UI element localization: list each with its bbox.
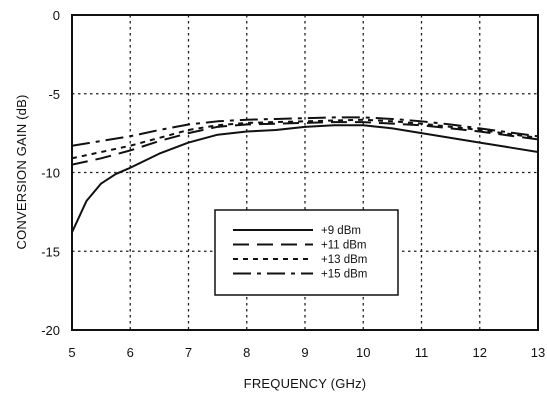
x-tick-label: 5 [68,345,75,360]
y-tick-label: -10 [41,166,60,181]
plot-area-frame [71,14,539,331]
x-tick-label: 12 [473,345,487,360]
series-line-4 [72,116,538,147]
grid-lines [72,15,538,330]
x-tick-label: 8 [243,345,250,360]
series-lines [72,116,538,233]
x-tick-label: 6 [127,345,134,360]
legend: +9 dBm +11 dBm +13 dBm +15 dBm [214,209,399,296]
x-axis-title: FREQUENCY (GHz) [244,376,367,391]
legend-label: +13 dBm [321,254,367,266]
legend-box [214,209,399,296]
tick-labels: 5 6 7 8 9 10 11 12 13 0 -5 -10 -15 -20 [41,8,545,360]
x-tick-label: 7 [185,345,192,360]
y-axis-title: CONVERSION GAIN (dB) [14,95,29,250]
legend-label: +11 dBm [321,240,367,252]
y-tick-label: -15 [41,244,60,259]
series-line-3 [72,118,538,160]
legend-label: +9 dBm [321,225,361,237]
x-tick-label: 13 [531,345,545,360]
y-tick-label: -20 [41,323,60,338]
series-line-1 [72,124,538,233]
series-line-2 [72,121,538,166]
y-tick-label: -5 [48,87,60,102]
y-tick-label: 0 [53,8,60,23]
x-tick-label: 10 [356,345,370,360]
x-tick-label: 9 [301,345,308,360]
x-tick-label: 11 [415,345,429,360]
legend-label: +15 dBm [321,269,367,281]
